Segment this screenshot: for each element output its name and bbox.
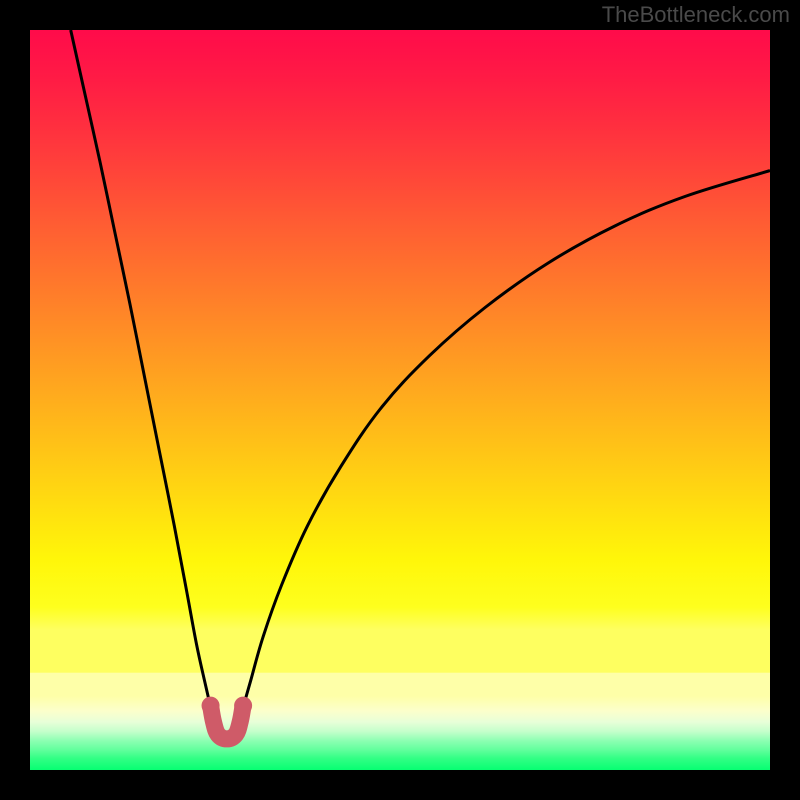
highlight-end-dot-0 — [202, 697, 220, 715]
highlight-end-dot-1 — [234, 697, 252, 715]
bottleneck-chart: TheBottleneck.com — [0, 0, 800, 800]
chart-svg — [0, 0, 800, 800]
watermark-text: TheBottleneck.com — [602, 2, 790, 28]
gradient-background — [30, 30, 770, 770]
